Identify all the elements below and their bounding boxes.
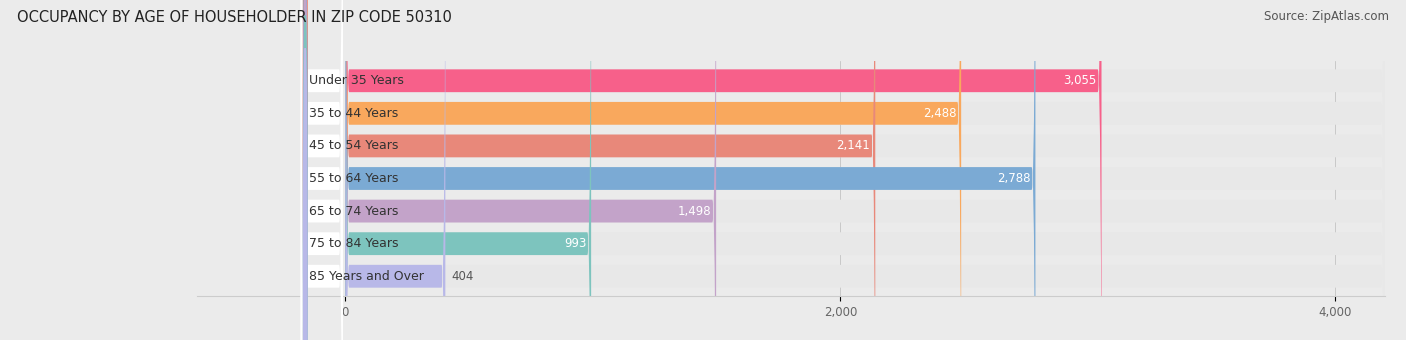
- FancyBboxPatch shape: [346, 0, 1385, 340]
- FancyBboxPatch shape: [346, 0, 716, 340]
- Circle shape: [304, 0, 307, 340]
- FancyBboxPatch shape: [346, 0, 1035, 340]
- Text: 55 to 64 Years: 55 to 64 Years: [309, 172, 398, 185]
- Circle shape: [304, 0, 307, 340]
- FancyBboxPatch shape: [346, 0, 446, 340]
- Circle shape: [304, 48, 307, 340]
- Circle shape: [304, 0, 307, 340]
- Text: 35 to 44 Years: 35 to 44 Years: [309, 107, 398, 120]
- FancyBboxPatch shape: [301, 0, 343, 340]
- FancyBboxPatch shape: [301, 0, 343, 340]
- FancyBboxPatch shape: [346, 0, 876, 340]
- FancyBboxPatch shape: [346, 0, 1385, 340]
- FancyBboxPatch shape: [346, 0, 1385, 340]
- Text: 2,788: 2,788: [997, 172, 1031, 185]
- FancyBboxPatch shape: [301, 0, 343, 340]
- Circle shape: [304, 16, 307, 340]
- Text: 404: 404: [451, 270, 474, 283]
- FancyBboxPatch shape: [346, 0, 1385, 340]
- Text: 85 Years and Over: 85 Years and Over: [309, 270, 423, 283]
- Text: 65 to 74 Years: 65 to 74 Years: [309, 205, 398, 218]
- FancyBboxPatch shape: [301, 0, 343, 340]
- Text: 45 to 54 Years: 45 to 54 Years: [309, 139, 398, 152]
- Text: 2,141: 2,141: [837, 139, 870, 152]
- FancyBboxPatch shape: [301, 0, 343, 340]
- FancyBboxPatch shape: [346, 0, 1385, 340]
- Text: 2,488: 2,488: [922, 107, 956, 120]
- FancyBboxPatch shape: [346, 0, 1385, 340]
- FancyBboxPatch shape: [346, 0, 1101, 340]
- Text: Under 35 Years: Under 35 Years: [309, 74, 404, 87]
- FancyBboxPatch shape: [346, 0, 962, 340]
- Circle shape: [304, 0, 307, 340]
- Text: 3,055: 3,055: [1063, 74, 1097, 87]
- FancyBboxPatch shape: [346, 0, 591, 340]
- Text: 1,498: 1,498: [678, 205, 711, 218]
- FancyBboxPatch shape: [346, 0, 1385, 340]
- FancyBboxPatch shape: [301, 0, 343, 340]
- Text: 75 to 84 Years: 75 to 84 Years: [309, 237, 398, 250]
- Text: OCCUPANCY BY AGE OF HOUSEHOLDER IN ZIP CODE 50310: OCCUPANCY BY AGE OF HOUSEHOLDER IN ZIP C…: [17, 10, 451, 25]
- Text: 993: 993: [564, 237, 586, 250]
- Text: Source: ZipAtlas.com: Source: ZipAtlas.com: [1264, 10, 1389, 23]
- FancyBboxPatch shape: [301, 0, 343, 340]
- Circle shape: [304, 0, 307, 309]
